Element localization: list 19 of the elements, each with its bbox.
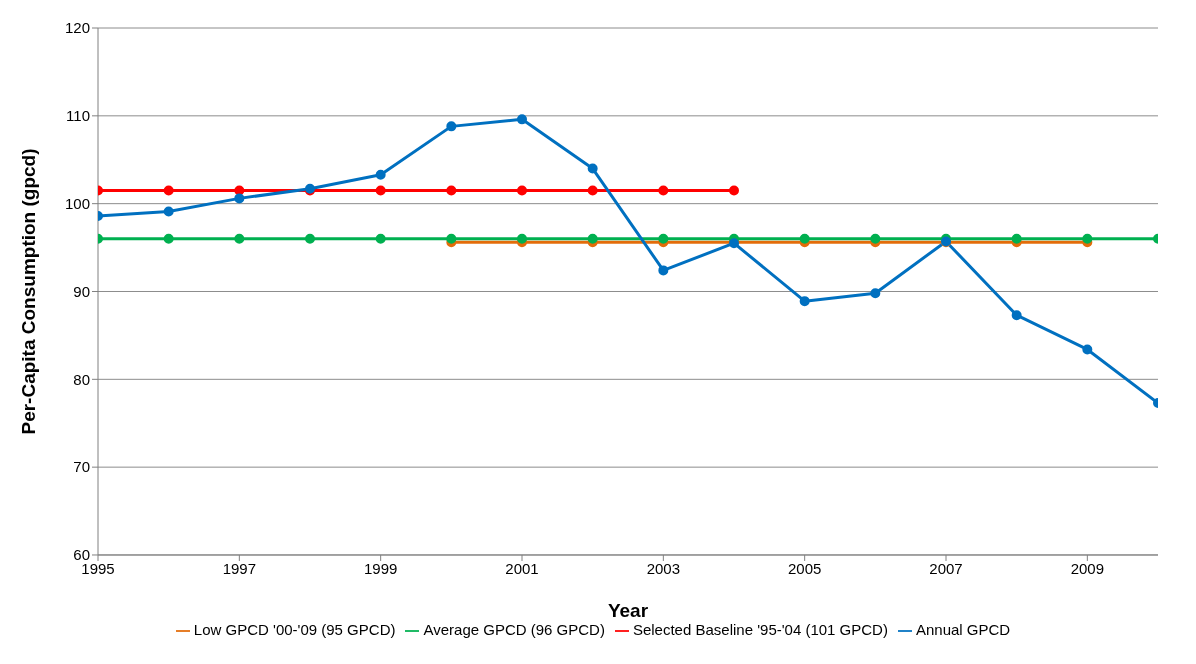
y-tick-label: 70 [73,458,90,476]
x-tick-label: 1997 [222,559,257,577]
legend-label: Low GPCD '00-'09 (95 GPCD) [193,620,396,638]
x-tick-label: 2007 [929,559,963,577]
x-tick-label: 2001 [505,559,539,577]
legend-label: Selected Baseline '95-'04 (101 GPCD) [632,620,888,638]
y-tick-label: 90 [73,282,90,300]
y-tick-label: 110 [66,107,90,125]
x-tick-label: 2005 [787,559,822,577]
legend-label: Annual GPCD [915,620,1011,638]
y-axis-title: Per-Capita Consumption (gpcd) [17,148,39,435]
y-tick-label: 80 [73,370,90,388]
y-tick-label: 100 [64,194,90,212]
x-tick-label: 2009 [1070,559,1105,577]
x-tick-label: 1999 [363,559,398,577]
legend-label: Average GPCD (96 GPCD) [423,620,605,638]
y-tick-label: 120 [64,19,90,37]
x-tick-label: 2003 [646,559,681,577]
x-axis-title: Year [607,599,649,621]
